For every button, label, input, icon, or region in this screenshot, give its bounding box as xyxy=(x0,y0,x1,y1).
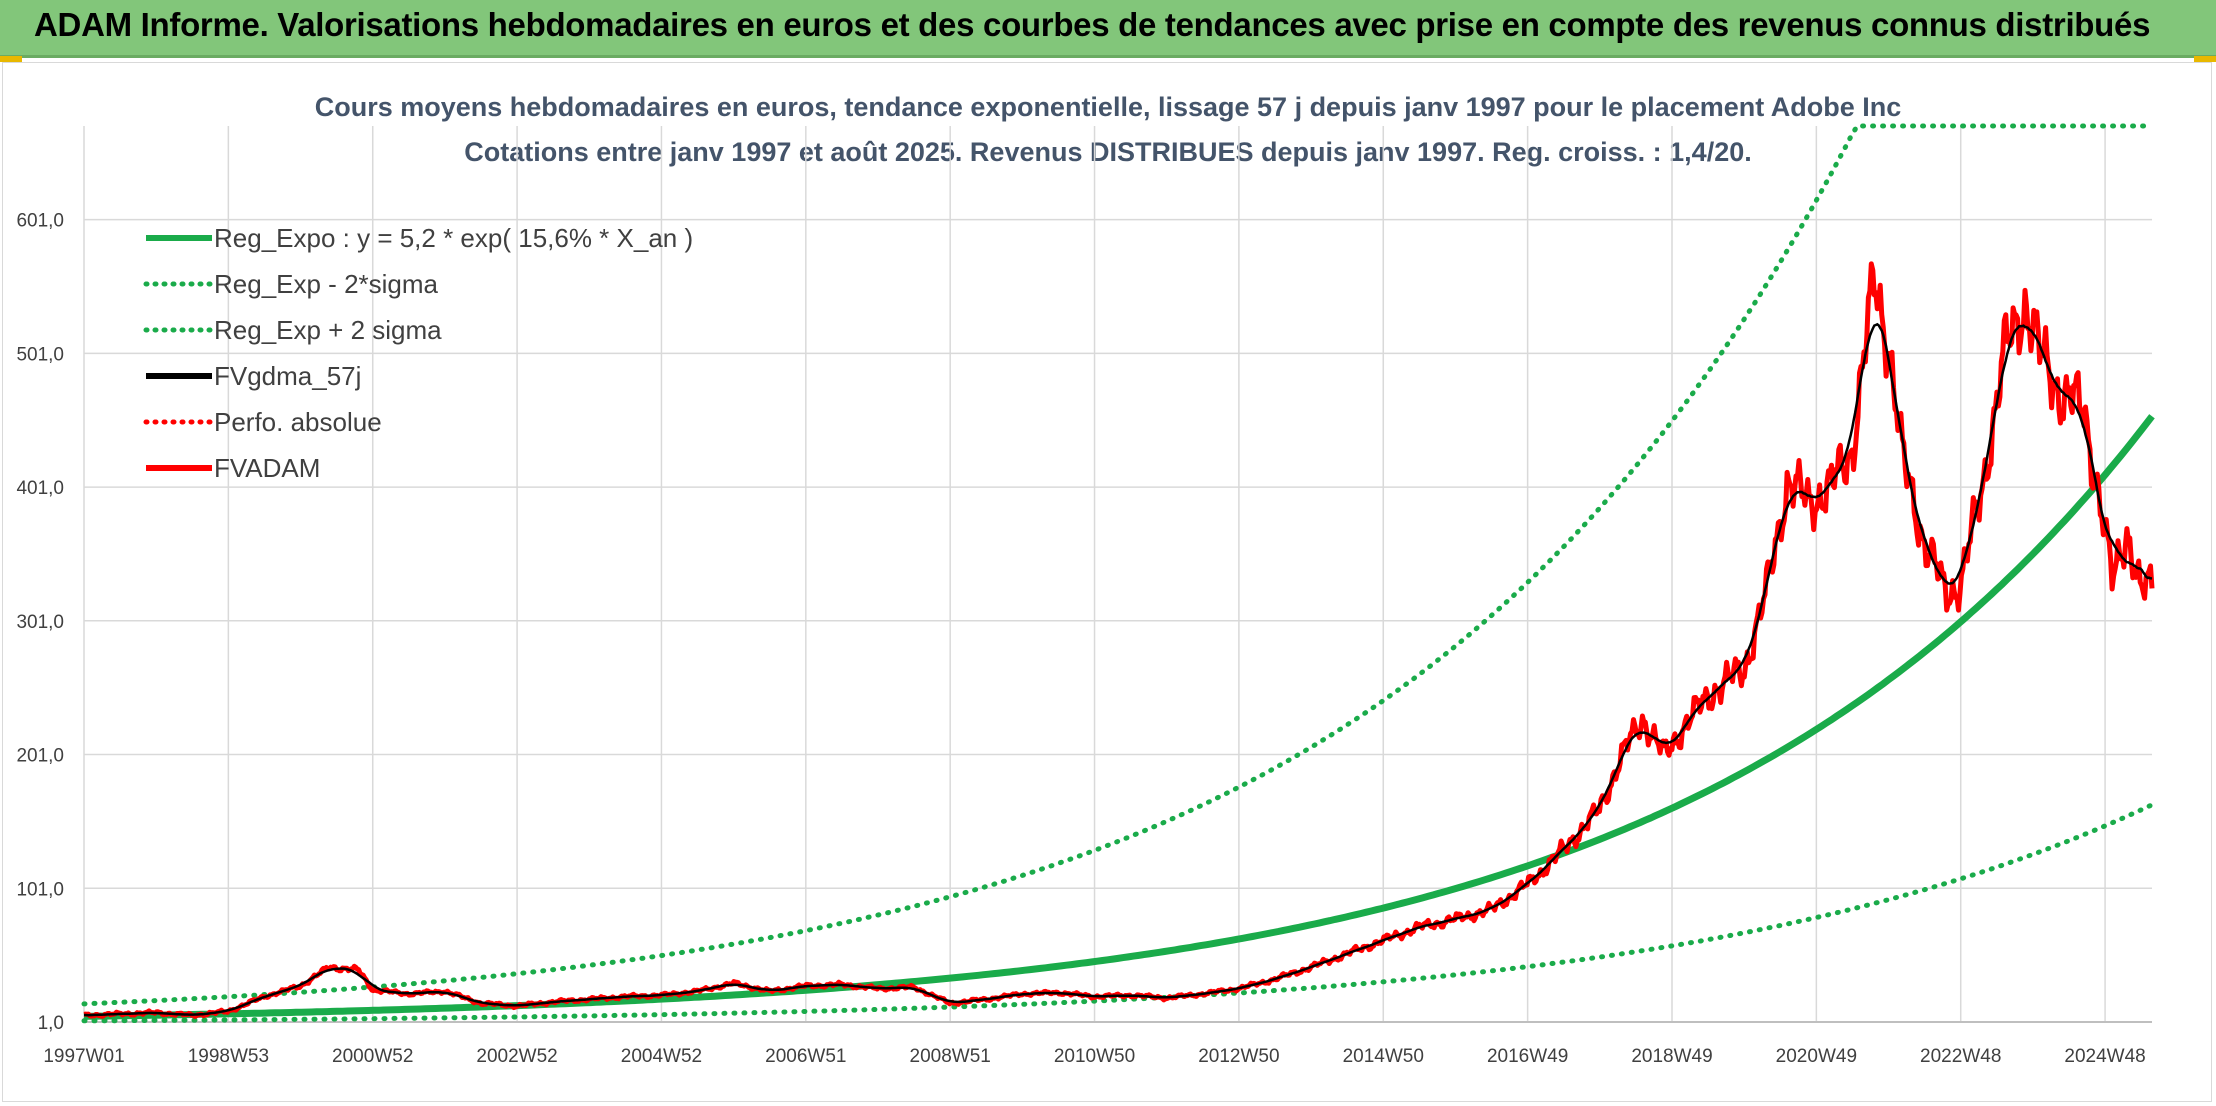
legend-label-1: Reg_Exp - 2*sigma xyxy=(214,269,439,299)
x-tick-label-9: 2014W50 xyxy=(1343,1046,1424,1067)
page-title: ADAM Informe. Valorisations hebdomadaire… xyxy=(34,6,2151,43)
x-tick-label-4: 2004W52 xyxy=(621,1046,702,1067)
y-tick-label-4: 401,0 xyxy=(16,478,64,499)
legend-label-5: FVADAM xyxy=(214,453,320,483)
x-tick-label-1: 1998W53 xyxy=(188,1046,269,1067)
y-tick-label-3: 301,0 xyxy=(16,612,64,633)
x-tick-label-14: 2024W48 xyxy=(2064,1046,2145,1067)
series-fvgdma-57j xyxy=(84,322,2152,1017)
chart-area xyxy=(2,62,2212,1102)
corner-mark-right xyxy=(2194,56,2216,62)
x-tick-label-11: 2018W49 xyxy=(1631,1046,1712,1067)
legend-label-4: Perfo. absolue xyxy=(214,407,382,437)
y-tick-label-1: 101,0 xyxy=(16,879,64,900)
y-tick-label-2: 201,0 xyxy=(16,746,64,767)
x-tick-label-0: 1997W01 xyxy=(43,1046,124,1067)
app-header: ADAM Informe. Valorisations hebdomadaire… xyxy=(0,0,2216,58)
y-tick-label-5: 501,0 xyxy=(16,344,64,365)
chart-title: Cours moyens hebdomadaires en euros, ten… xyxy=(314,92,1902,122)
legend-label-2: Reg_Exp + 2 sigma xyxy=(214,315,442,345)
series-reg-exp-minus-2sigma xyxy=(81,802,2155,1024)
x-tick-label-13: 2022W48 xyxy=(1920,1046,2001,1067)
x-tick-label-12: 2020W49 xyxy=(1776,1046,1857,1067)
legend-label-0: Reg_Expo : y = 5,2 * exp( 15,6% * X_an ) xyxy=(214,223,693,253)
x-tick-label-7: 2010W50 xyxy=(1054,1046,1135,1067)
y-tick-label-0: 1,0 xyxy=(38,1013,64,1034)
y-tick-label-6: 601,0 xyxy=(16,211,64,232)
x-tick-label-2: 2000W52 xyxy=(332,1046,413,1067)
series-fvadam xyxy=(83,261,2155,1019)
x-tick-label-3: 2002W52 xyxy=(476,1046,557,1067)
x-tick-label-10: 2016W49 xyxy=(1487,1046,1568,1067)
x-tick-label-5: 2006W51 xyxy=(765,1046,846,1067)
chart-subtitle: Cotations entre janv 1997 et août 2025. … xyxy=(464,137,1752,167)
x-tick-label-6: 2008W51 xyxy=(910,1046,991,1067)
corner-mark-left xyxy=(0,56,22,62)
series-reg-exp-plus-2sigma xyxy=(81,123,2155,1007)
series-reg-expo xyxy=(83,414,2155,1020)
x-tick-label-8: 2012W50 xyxy=(1198,1046,1279,1067)
legend-label-3: FVgdma_57j xyxy=(214,361,361,391)
